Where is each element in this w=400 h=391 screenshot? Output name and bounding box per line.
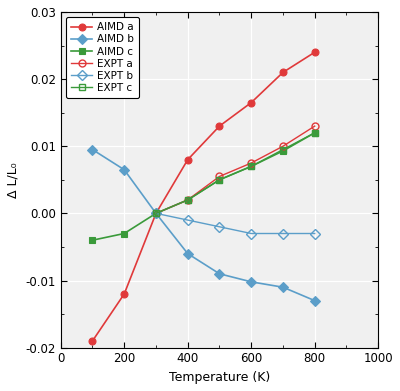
EXPT b bbox=[280, 231, 285, 236]
AIMD b bbox=[90, 147, 95, 152]
AIMD b bbox=[217, 271, 222, 276]
AIMD c bbox=[154, 211, 158, 216]
AIMD a bbox=[154, 211, 158, 216]
EXPT c bbox=[154, 211, 158, 216]
EXPT a bbox=[280, 144, 285, 149]
AIMD a bbox=[217, 124, 222, 128]
AIMD b bbox=[280, 285, 285, 290]
AIMD b bbox=[312, 298, 317, 303]
AIMD a bbox=[249, 100, 254, 105]
AIMD a bbox=[90, 339, 95, 343]
AIMD b bbox=[154, 211, 158, 216]
Line: AIMD a: AIMD a bbox=[89, 49, 318, 344]
AIMD c bbox=[185, 197, 190, 202]
AIMD c bbox=[90, 238, 95, 242]
Y-axis label: Δ L/L₀: Δ L/L₀ bbox=[7, 162, 20, 197]
AIMD a bbox=[122, 292, 127, 296]
X-axis label: Temperature (K): Temperature (K) bbox=[169, 371, 270, 384]
Line: EXPT c: EXPT c bbox=[152, 129, 318, 217]
AIMD c bbox=[249, 164, 254, 169]
EXPT b bbox=[217, 224, 222, 229]
AIMD c bbox=[122, 231, 127, 236]
EXPT c bbox=[185, 197, 190, 202]
EXPT a bbox=[249, 161, 254, 165]
AIMD c bbox=[280, 149, 285, 153]
Line: EXPT b: EXPT b bbox=[152, 210, 318, 237]
AIMD c bbox=[312, 131, 317, 135]
Line: AIMD b: AIMD b bbox=[89, 146, 318, 304]
AIMD a bbox=[280, 70, 285, 75]
EXPT c bbox=[249, 164, 254, 169]
AIMD b bbox=[122, 167, 127, 172]
EXPT c bbox=[280, 147, 285, 152]
Line: AIMD c: AIMD c bbox=[89, 129, 318, 244]
AIMD a bbox=[312, 50, 317, 55]
AIMD b bbox=[185, 251, 190, 256]
AIMD a bbox=[185, 157, 190, 162]
EXPT a bbox=[185, 197, 190, 202]
AIMD b bbox=[249, 280, 254, 284]
EXPT a bbox=[217, 174, 222, 179]
Legend: AIMD a, AIMD b, AIMD c, EXPT a, EXPT b, EXPT c: AIMD a, AIMD b, AIMD c, EXPT a, EXPT b, … bbox=[66, 17, 139, 98]
EXPT a bbox=[154, 211, 158, 216]
EXPT c bbox=[312, 131, 317, 135]
EXPT b bbox=[154, 211, 158, 216]
EXPT b bbox=[249, 231, 254, 236]
EXPT b bbox=[312, 231, 317, 236]
Line: EXPT a: EXPT a bbox=[152, 123, 318, 217]
EXPT b bbox=[185, 218, 190, 222]
AIMD c bbox=[217, 178, 222, 182]
EXPT a bbox=[312, 124, 317, 128]
EXPT c bbox=[217, 178, 222, 182]
